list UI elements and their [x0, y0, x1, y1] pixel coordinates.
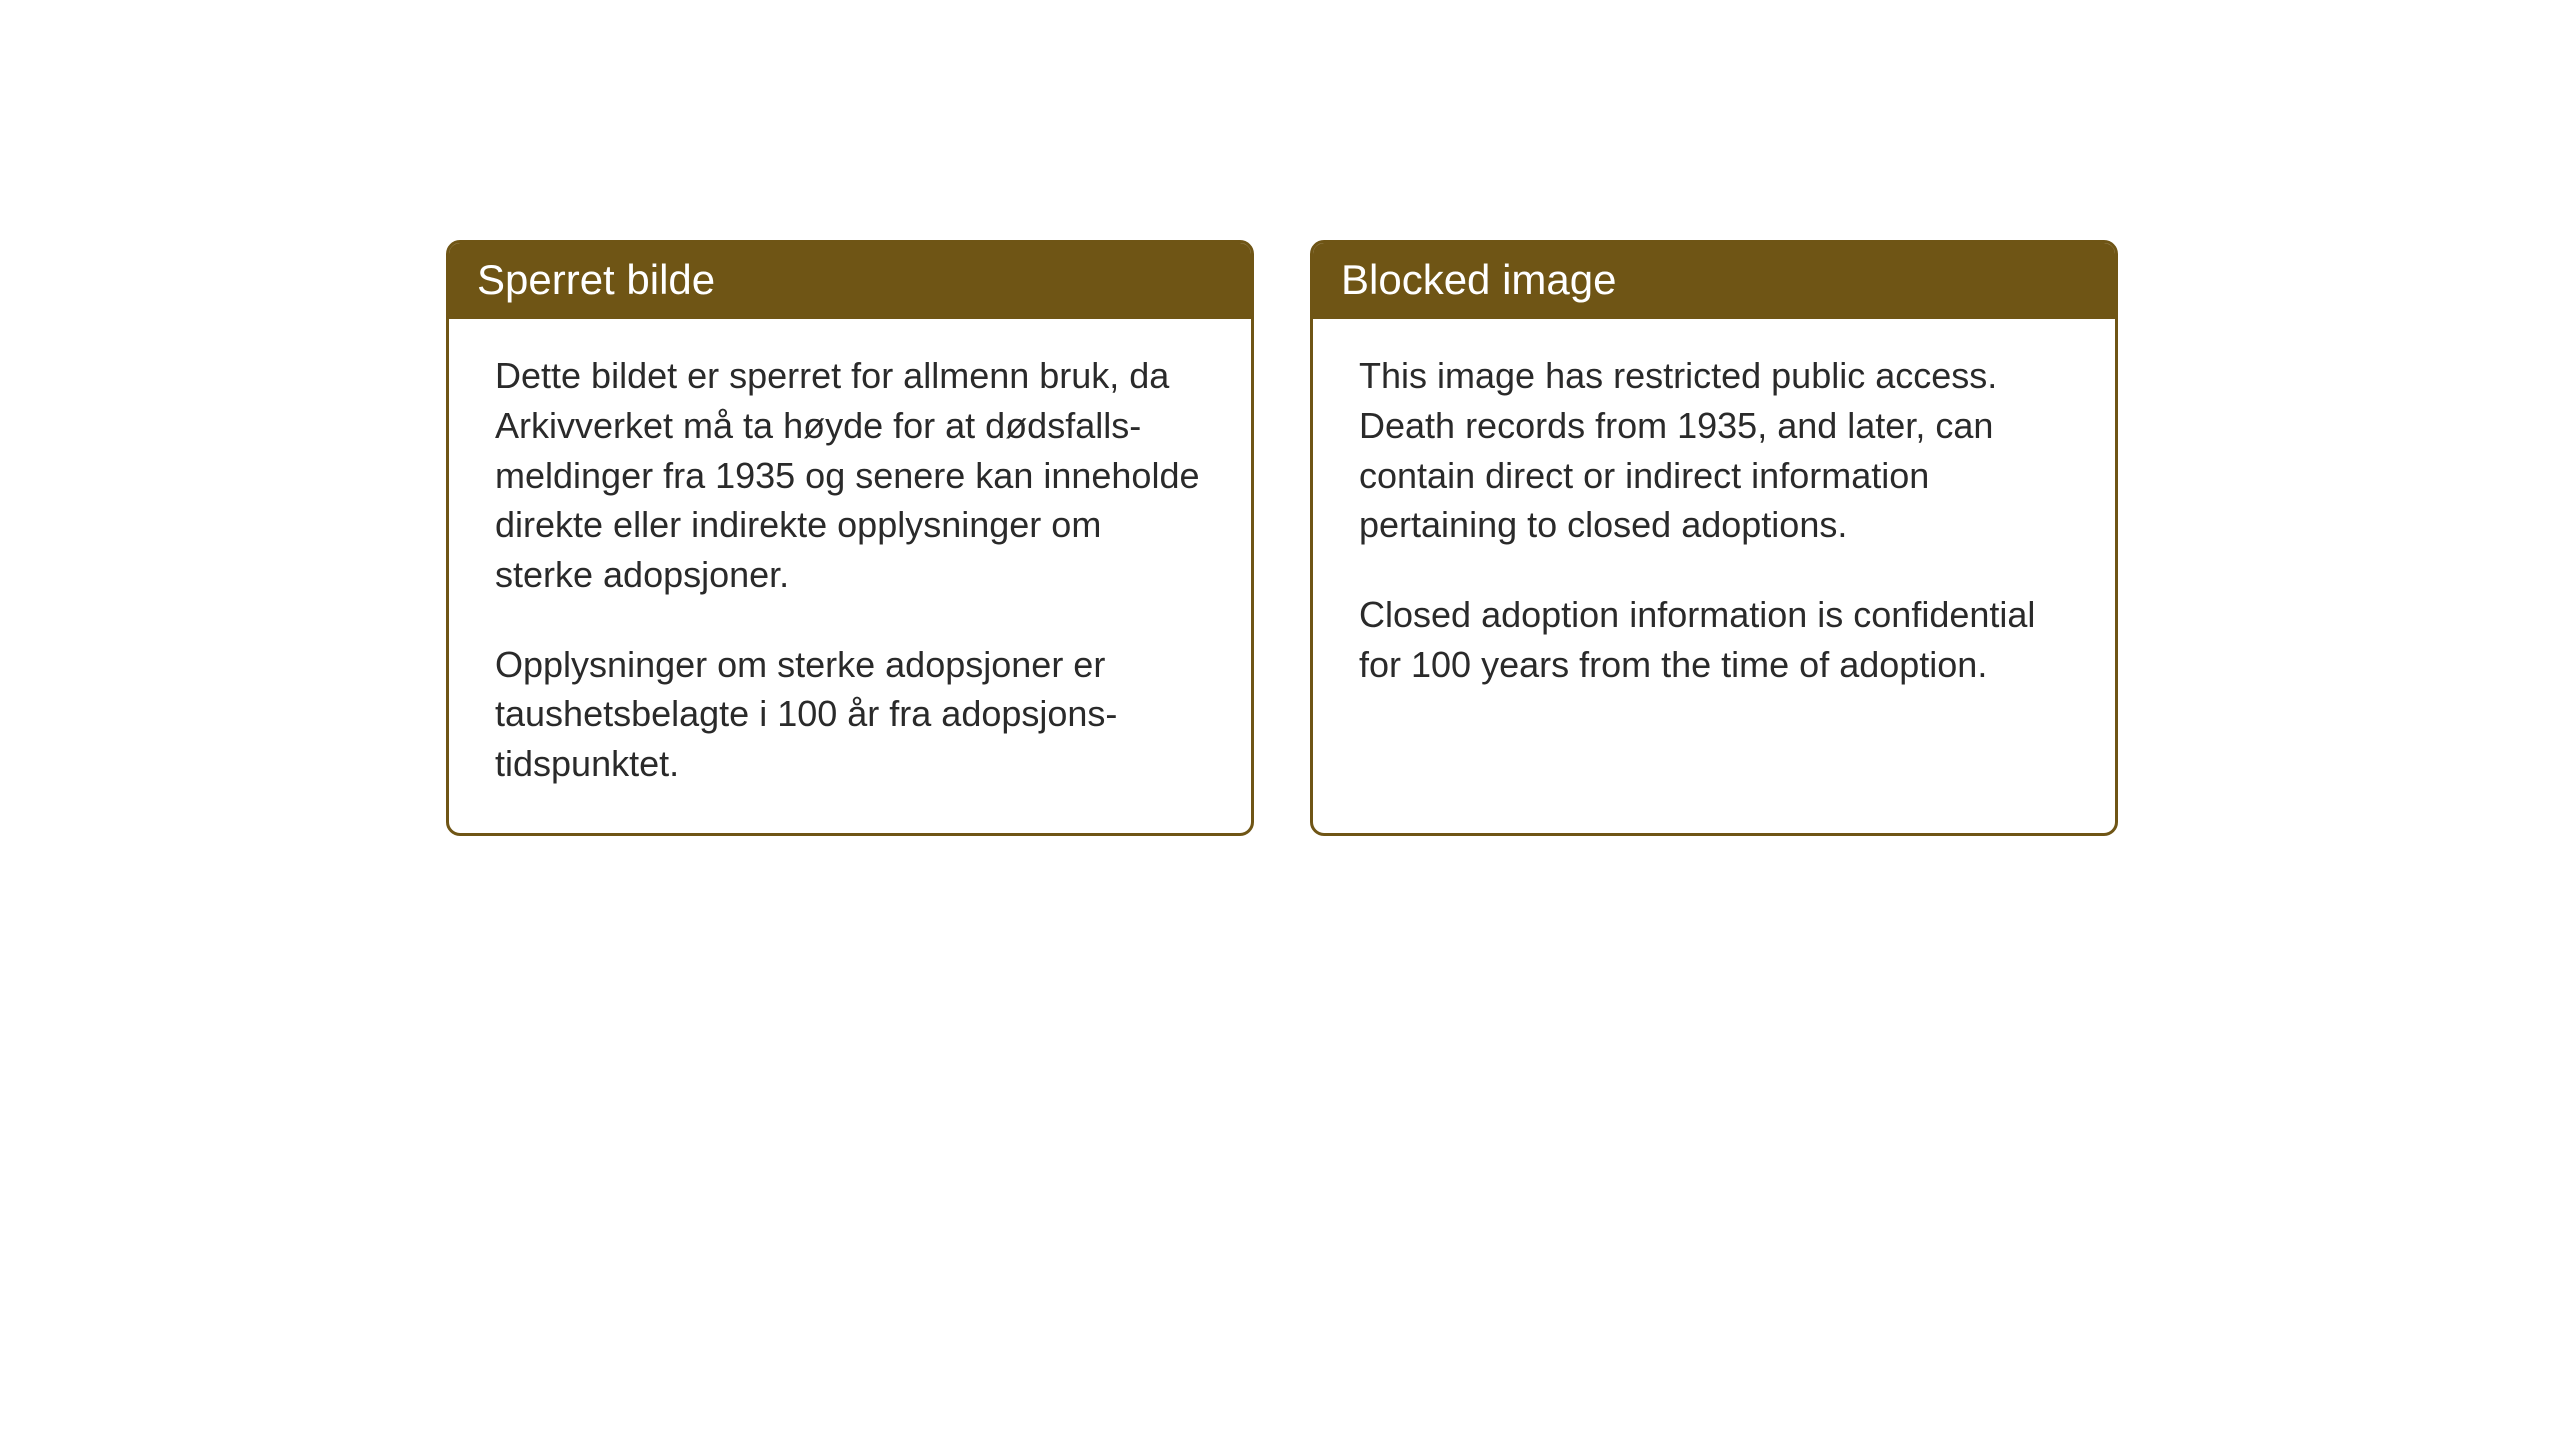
card-norwegian-title: Sperret bilde — [449, 243, 1251, 319]
card-norwegian-body: Dette bildet er sperret for allmenn bruk… — [449, 319, 1251, 832]
card-english-title: Blocked image — [1313, 243, 2115, 319]
card-english-body: This image has restricted public access.… — [1313, 319, 2115, 733]
card-english-paragraph-2: Closed adoption information is confident… — [1359, 590, 2071, 689]
card-norwegian-paragraph-1: Dette bildet er sperret for allmenn bruk… — [495, 351, 1207, 599]
card-norwegian: Sperret bilde Dette bildet er sperret fo… — [446, 240, 1254, 836]
card-norwegian-paragraph-2: Opplysninger om sterke adopsjoner er tau… — [495, 640, 1207, 789]
cards-container: Sperret bilde Dette bildet er sperret fo… — [0, 0, 2560, 836]
card-english: Blocked image This image has restricted … — [1310, 240, 2118, 836]
card-english-paragraph-1: This image has restricted public access.… — [1359, 351, 2071, 550]
